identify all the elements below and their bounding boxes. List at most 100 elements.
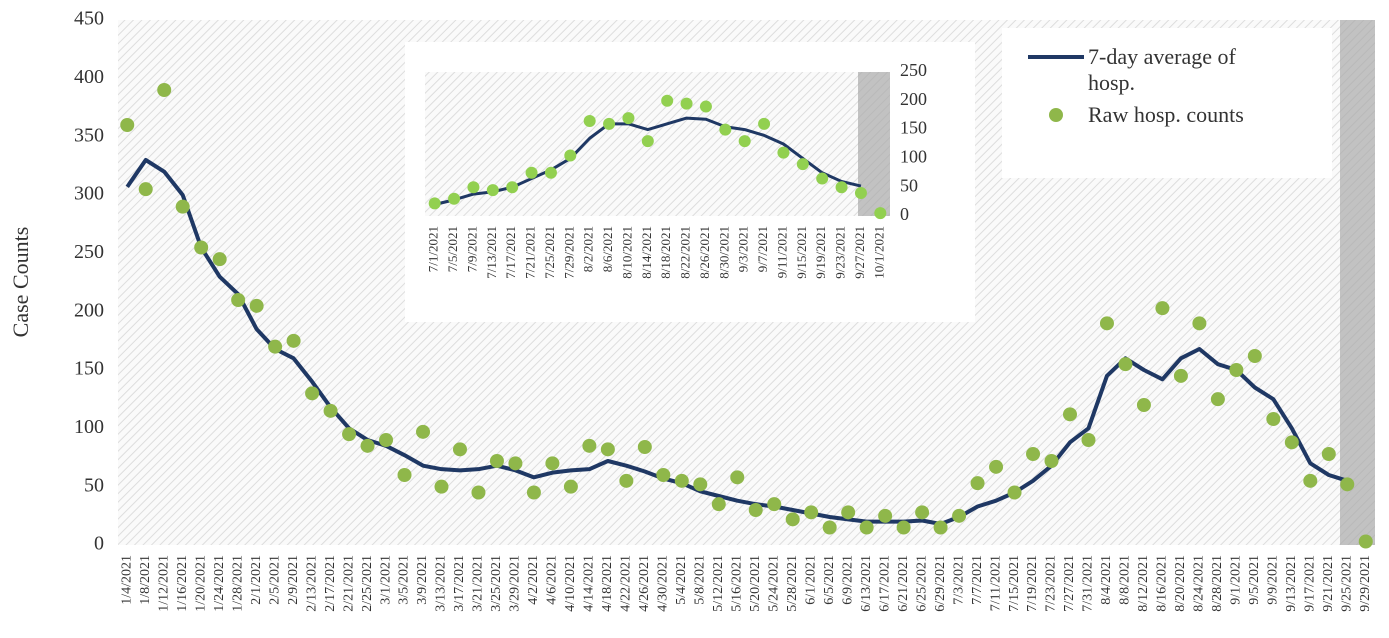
x-tick-label: 9/15/2021 [794, 226, 809, 279]
x-tick-label: 1/24/2021 [212, 555, 227, 612]
inset-plot-background [425, 72, 890, 216]
x-tick-label: 6/5/2021 [822, 555, 837, 605]
raw-point [748, 503, 763, 517]
y-tick-label: 200 [900, 89, 927, 109]
raw-point [1173, 368, 1188, 383]
raw-point [1340, 477, 1355, 492]
x-tick-label: 1/16/2021 [175, 555, 190, 612]
x-tick-label: 6/13/2021 [859, 555, 874, 612]
y-tick-label: 0 [94, 533, 104, 555]
raw-point [796, 158, 809, 171]
raw-point [841, 505, 856, 520]
x-tick-label: 6/25/2021 [914, 555, 929, 612]
raw-point [719, 123, 732, 136]
raw-point [854, 186, 867, 199]
raw-point [600, 442, 615, 457]
x-tick-label: 5/12/2021 [711, 555, 726, 612]
raw-point [738, 135, 751, 148]
raw-point [286, 333, 301, 348]
raw-point [526, 485, 541, 500]
raw-point [508, 456, 523, 471]
y-tick-label: 150 [900, 118, 927, 138]
y-tick-label: 450 [74, 8, 104, 30]
raw-point [448, 192, 461, 205]
raw-point [175, 199, 190, 214]
raw-point [859, 520, 874, 535]
x-tick-label: 7/15/2021 [1007, 555, 1022, 612]
raw-point [1266, 412, 1281, 426]
raw-point [1081, 433, 1096, 447]
y-tick-label: 50 [900, 175, 918, 195]
raw-point [1099, 316, 1114, 331]
legend: 7-day average of hosp. Raw hosp. counts [1028, 44, 1328, 134]
raw-point [878, 508, 893, 523]
x-tick-label: 7/17/2021 [503, 226, 518, 279]
raw-point [730, 470, 745, 485]
x-tick-label: 9/7/2021 [755, 226, 770, 272]
x-tick-label: 8/28/2021 [1210, 555, 1225, 612]
x-tick-label: 8/24/2021 [1192, 555, 1207, 612]
x-tick-label: 8/10/2021 [619, 226, 634, 279]
x-tick-label: 8/14/2021 [639, 226, 654, 279]
raw-point [212, 252, 227, 267]
y-tick-label: 400 [74, 66, 104, 88]
x-tick-label: 2/25/2021 [360, 555, 375, 612]
raw-point [489, 454, 504, 468]
x-tick-label: 3/21/2021 [471, 555, 486, 612]
raw-point [804, 505, 819, 520]
legend-item: 7-day average of hosp. [1028, 44, 1328, 96]
x-tick-label: 4/18/2021 [600, 555, 615, 612]
x-tick-label: 7/27/2021 [1062, 555, 1077, 612]
raw-point [1062, 407, 1077, 422]
x-tick-label: 7/21/2021 [523, 226, 538, 279]
raw-point [428, 197, 441, 210]
raw-point [758, 117, 771, 130]
y-tick-label: 200 [74, 299, 104, 321]
raw-point [545, 456, 560, 471]
raw-point [120, 118, 135, 132]
raw-point [661, 94, 674, 107]
x-tick-label: 4/22/2021 [619, 555, 634, 612]
raw-point [693, 477, 708, 492]
raw-point [397, 468, 412, 482]
x-tick-label: 7/3/2021 [951, 555, 966, 605]
x-tick-label: 8/2/2021 [581, 226, 596, 272]
x-tick-label: 5/16/2021 [729, 555, 744, 612]
legend-label: Raw hosp. counts [1088, 102, 1244, 127]
raw-point [1044, 454, 1059, 468]
x-tick-label: 8/30/2021 [716, 226, 731, 279]
x-tick-label: 8/22/2021 [678, 226, 693, 279]
raw-point [1026, 447, 1041, 461]
x-tick-label: 9/9/2021 [1266, 555, 1281, 605]
raw-point [970, 476, 985, 491]
raw-point [138, 182, 153, 197]
raw-point [952, 508, 967, 523]
raw-point [816, 172, 829, 185]
x-tick-label: 9/29/2021 [1358, 555, 1373, 612]
raw-point [544, 166, 557, 179]
x-tick-label: 7/19/2021 [1025, 555, 1040, 612]
raw-point [1007, 485, 1022, 500]
x-tick-label: 2/21/2021 [341, 555, 356, 612]
x-tick-label: 8/16/2021 [1155, 555, 1170, 612]
legend-swatch [1028, 102, 1084, 128]
x-tick-label: 10/1/2021 [871, 226, 886, 279]
raw-point [777, 146, 790, 159]
x-tick-label: 1/28/2021 [230, 555, 245, 612]
x-tick-label: 5/28/2021 [785, 555, 800, 612]
raw-point [1229, 363, 1244, 377]
x-tick-label: 1/20/2021 [193, 555, 208, 612]
raw-point [583, 114, 596, 127]
x-tick-label: 8/26/2021 [697, 226, 712, 279]
raw-point [506, 181, 519, 194]
x-tick-label: 8/18/2021 [658, 226, 673, 279]
raw-point [656, 468, 671, 482]
legend-label: 7-day average of hosp. [1088, 44, 1236, 95]
x-tick-label: 8/6/2021 [600, 226, 615, 272]
x-tick-label: 4/10/2021 [563, 555, 578, 612]
raw-point [416, 424, 431, 439]
raw-point [434, 479, 449, 494]
x-tick-label: 9/5/2021 [1247, 555, 1262, 605]
x-tick-label: 6/9/2021 [840, 555, 855, 605]
raw-point [680, 97, 693, 110]
